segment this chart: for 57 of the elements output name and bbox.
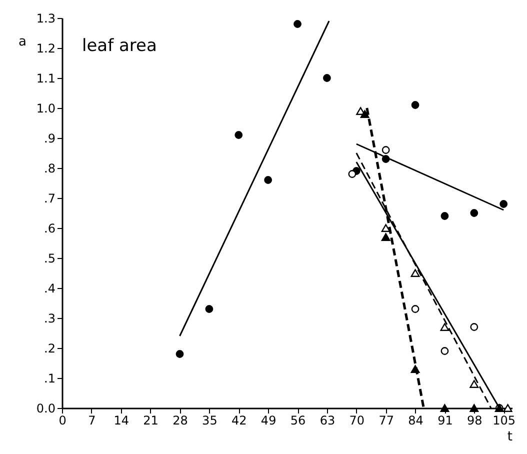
y-tick-label: .3 <box>44 312 56 326</box>
x-tick-label: 21 <box>143 414 158 428</box>
x-tick-label: 49 <box>260 414 276 428</box>
point <box>470 404 479 412</box>
point <box>470 323 478 331</box>
point <box>440 212 449 220</box>
point <box>323 74 331 82</box>
y-tick-label: .6 <box>44 222 56 236</box>
y-tick-label: 1.1 <box>36 72 56 86</box>
point <box>176 350 184 358</box>
point <box>294 20 302 28</box>
point <box>440 323 450 331</box>
x-tick-label: 14 <box>114 414 130 428</box>
y-tick-label: 1.3 <box>36 12 56 26</box>
x-tick-label: 84 <box>408 414 424 428</box>
point <box>360 110 370 118</box>
x-tick-label: 35 <box>202 414 218 428</box>
y-tick-label: .1 <box>44 372 56 386</box>
annotation: leaf area <box>82 36 157 56</box>
x-tick-label: 77 <box>378 414 394 428</box>
x-tick-label: 7 <box>88 414 96 428</box>
x-tick-label: 28 <box>172 414 188 428</box>
y-tick-label: 1.2 <box>36 42 56 56</box>
point <box>503 404 512 412</box>
point <box>264 176 272 184</box>
x-tick-label: 56 <box>290 414 306 428</box>
point <box>411 101 420 109</box>
point <box>382 146 390 154</box>
y-tick-label: 1.0 <box>36 102 56 116</box>
point <box>234 131 243 139</box>
x-tick-label: 42 <box>231 414 247 428</box>
y-tick-label: .5 <box>44 252 56 266</box>
x-tick-label: 98 <box>467 414 482 428</box>
point <box>440 347 449 355</box>
y-tick-label: 0.0 <box>36 402 56 416</box>
y-tick-label: .9 <box>44 132 56 146</box>
point <box>411 305 420 313</box>
point <box>348 170 356 178</box>
x-tick-label: 91 <box>438 414 453 428</box>
point <box>440 404 450 412</box>
point <box>381 224 390 232</box>
y-tick-label: .8 <box>44 162 56 176</box>
y-tick-label: .7 <box>44 192 56 206</box>
point <box>205 305 214 313</box>
point <box>470 380 479 388</box>
x-axis-title: t <box>507 430 512 444</box>
point <box>381 233 390 241</box>
x-tick-label: 70 <box>349 414 365 428</box>
point <box>410 269 420 277</box>
y-tick-label: .2 <box>44 342 56 356</box>
x-tick-label: 105 <box>492 414 516 428</box>
y-tick-label: .4 <box>44 282 56 296</box>
point <box>470 209 478 217</box>
x-tick-label: 63 <box>320 414 336 428</box>
point <box>500 200 508 208</box>
y-axis-title: a <box>18 34 26 50</box>
x-tick-label: 0 <box>58 414 66 428</box>
